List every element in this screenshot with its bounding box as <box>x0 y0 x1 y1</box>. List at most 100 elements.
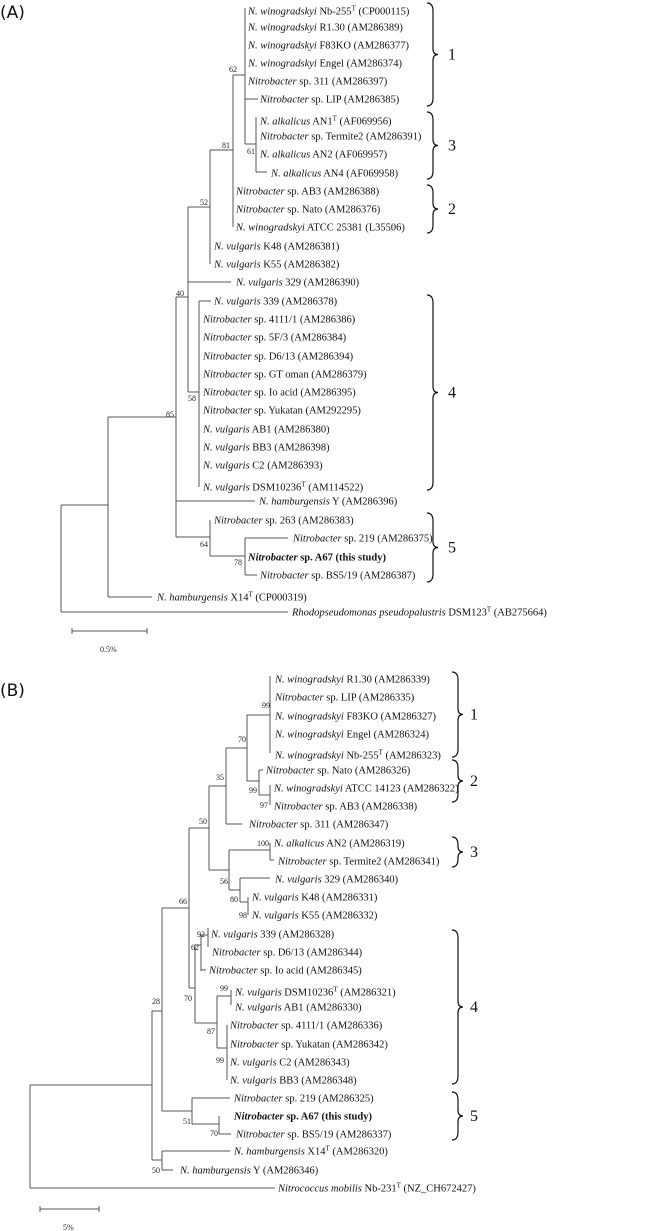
cluster-brace <box>451 671 464 758</box>
bootstrap-value: 35 <box>216 773 224 782</box>
bootstrap-value: 85 <box>166 410 174 419</box>
bootstrap-value: 28 <box>152 997 160 1006</box>
taxon-label: N. vulgaris C2 (AM286343) <box>229 1058 350 1069</box>
cluster-brace <box>426 184 439 234</box>
taxon-label: Nitrobacter sp. BS5/19 (AM286387) <box>259 571 416 582</box>
bootstrap-value: 66 <box>179 897 187 906</box>
taxon-label: N. vulgaris AB1 (AM286330) <box>234 1003 362 1014</box>
bootstrap-value: 50 <box>199 817 207 826</box>
taxon-label: Nitrobacter sp. Termite2 (AM286341) <box>277 857 440 868</box>
bootstrap-value: 87 <box>207 1027 215 1036</box>
taxon-label: N. winogradskyi Engel (AM286374) <box>247 59 403 70</box>
taxon-label: Nitrobacter sp. Yukatan (AM292295) <box>202 406 361 417</box>
taxon-label: N. hamburgensis Y (AM286396) <box>258 497 398 508</box>
panel-a-label: (A) <box>0 3 25 23</box>
taxon-label: N. vulgaris K55 (AM286382) <box>213 260 340 271</box>
cluster-brace <box>426 512 439 583</box>
bootstrap-value: 61 <box>247 147 255 156</box>
taxon-label: N. hamburgensis X14T (AM286320) <box>233 1145 388 1158</box>
bootstrap-value: 99 <box>216 1056 224 1065</box>
taxon-label: N. vulgaris K55 (AM286332) <box>251 911 378 922</box>
bootstrap-value: 70 <box>238 735 246 744</box>
cluster-brace <box>451 836 464 868</box>
taxon-label: N. winogradskyi Nb-255T (CP000115) <box>247 5 410 18</box>
taxon-label: Nitrobacter sp. Yukatan (AM286342) <box>229 1040 388 1051</box>
bootstrap-value: 40 <box>176 289 184 298</box>
cluster-brace <box>451 1091 464 1141</box>
bootstrap-value: 64 <box>200 540 208 549</box>
bootstrap-value: 80 <box>230 895 238 904</box>
cluster-number: 2 <box>470 773 478 790</box>
taxon-label: N. vulgaris BB3 (AM286348) <box>229 1076 357 1087</box>
taxon-label: N. hamburgensis X14T (CP000319) <box>156 591 307 604</box>
bootstrap-value: 98 <box>239 911 247 920</box>
taxon-label: Nitrobacter sp. AB3 (AM286338) <box>273 802 418 813</box>
cluster-number: 3 <box>470 844 478 861</box>
cluster-number: 1 <box>470 707 478 724</box>
taxon-label: Nitrobacter sp. 4111/1 (AM286336) <box>229 1021 383 1032</box>
taxon-label: Nitrobacter sp. 311 (AM286347) <box>248 820 389 831</box>
cluster-number: 2 <box>448 201 456 218</box>
bootstrap-value: 100 <box>257 839 269 848</box>
taxon-label: Nitrobacter sp. GT oman (AM286379) <box>202 370 367 381</box>
cluster-number: 4 <box>470 999 478 1016</box>
taxon-label: Nitrobacter sp. Termite2 (AM286391) <box>259 132 422 143</box>
cluster-brace <box>426 294 439 491</box>
taxon-label: Nitrobacter sp. LIP (AM286385) <box>259 95 400 106</box>
taxon-label: N. vulgaris 339 (AM286378) <box>213 297 338 308</box>
taxon-label: Nitrobacter sp. 219 (AM286375) <box>292 534 433 545</box>
taxon-label: Nitrobacter sp. D6/13 (AM286344) <box>211 948 363 959</box>
bootstrap-value: 78 <box>234 558 242 567</box>
taxon-label: Nitrobacter sp. A67 (this study) <box>247 553 386 564</box>
bootstrap-value: 70 <box>184 994 192 1003</box>
taxon-label: Nitrobacter sp. Nato (AM286326) <box>265 766 411 777</box>
taxon-label: Nitrobacter sp. 4111/1 (AM286386) <box>202 315 356 326</box>
bootstrap-value: 99 <box>262 701 270 710</box>
cluster-number: 4 <box>448 385 456 402</box>
taxon-label: N. vulgaris K48 (AM286381) <box>213 242 340 253</box>
cluster-brace <box>426 111 439 180</box>
taxon-label: N. vulgaris C2 (AM286393) <box>202 461 323 472</box>
cluster-number: 5 <box>448 540 456 557</box>
taxon-label: N. vulgaris DSM10236T (AM114522) <box>202 481 364 494</box>
bootstrap-value: 92 <box>197 930 205 939</box>
cluster-brace <box>451 759 464 803</box>
taxon-label: N. winogradskyi Engel (AM286324) <box>274 730 430 741</box>
bootstrap-value: 51 <box>183 1117 191 1126</box>
bootstrap-value: 81 <box>222 141 230 150</box>
taxon-label: Nitrobacter sp. A67 (this study) <box>233 1112 372 1123</box>
bootstrap-value: 97 <box>260 801 268 810</box>
taxon-label: Nitrobacter sp. LIP (AM286335) <box>274 693 415 704</box>
taxon-label: N. winogradskyi R1.30 (AM286389) <box>247 23 403 34</box>
taxon-label: N. vulgaris 329 (AM286340) <box>274 875 399 886</box>
panel-b-scale-label: 5% <box>63 1223 74 1231</box>
bootstrap-value: 52 <box>200 198 208 207</box>
taxon-label: Nitrobacter sp. Io acid (AM286345) <box>208 966 362 977</box>
taxon-label: N. alkalicus AN2 (AM286319) <box>273 839 405 850</box>
taxon-label: N. vulgaris 339 (AM286328) <box>210 930 335 941</box>
taxon-label: N. vulgaris 329 (AM286390) <box>235 278 360 289</box>
taxon-label: Rhodopseudomonas pseudopalustris DSM123T… <box>291 606 547 619</box>
cluster-brace <box>426 2 439 107</box>
taxon-label: Nitrobacter sp. 263 (AM286383) <box>213 516 354 527</box>
panel-b-label: (B) <box>0 681 25 701</box>
taxon-label: Nitrobacter sp. Io acid (AM286395) <box>202 388 356 399</box>
taxon-label: Nitrobacter sp. 219 (AM286325) <box>233 1094 374 1105</box>
bootstrap-value: 62 <box>229 65 237 74</box>
cluster-number: 3 <box>448 138 456 155</box>
taxon-label: N. vulgaris AB1 (AM286380) <box>202 425 330 436</box>
taxon-label: N. winogradskyi F83KO (AM286327) <box>274 712 437 723</box>
taxon-label: Nitrococcus mobilis Nb-231T (NZ_CH672427… <box>277 1182 476 1195</box>
bootstrap-value: 70 <box>210 1129 218 1138</box>
taxon-label: Nitrobacter sp. BS5/19 (AM286337) <box>235 1130 392 1141</box>
taxon-label: N. winogradskyi ATCC 25381 (L35506) <box>235 223 405 234</box>
bootstrap-value: 50 <box>152 1166 160 1175</box>
taxon-label: N. vulgaris BB3 (AM286398) <box>202 443 330 454</box>
bootstrap-value: 99 <box>220 984 228 993</box>
taxon-label: Nitrobacter sp. Nato (AM286376) <box>235 205 381 216</box>
taxon-label: N. hamburgensis Y (AM286346) <box>179 1166 319 1177</box>
taxon-label: N. winogradskyi Nb-255T (AM286323) <box>274 749 441 762</box>
taxon-label: Nitrobacter sp. 311 (AM286397) <box>247 77 388 88</box>
